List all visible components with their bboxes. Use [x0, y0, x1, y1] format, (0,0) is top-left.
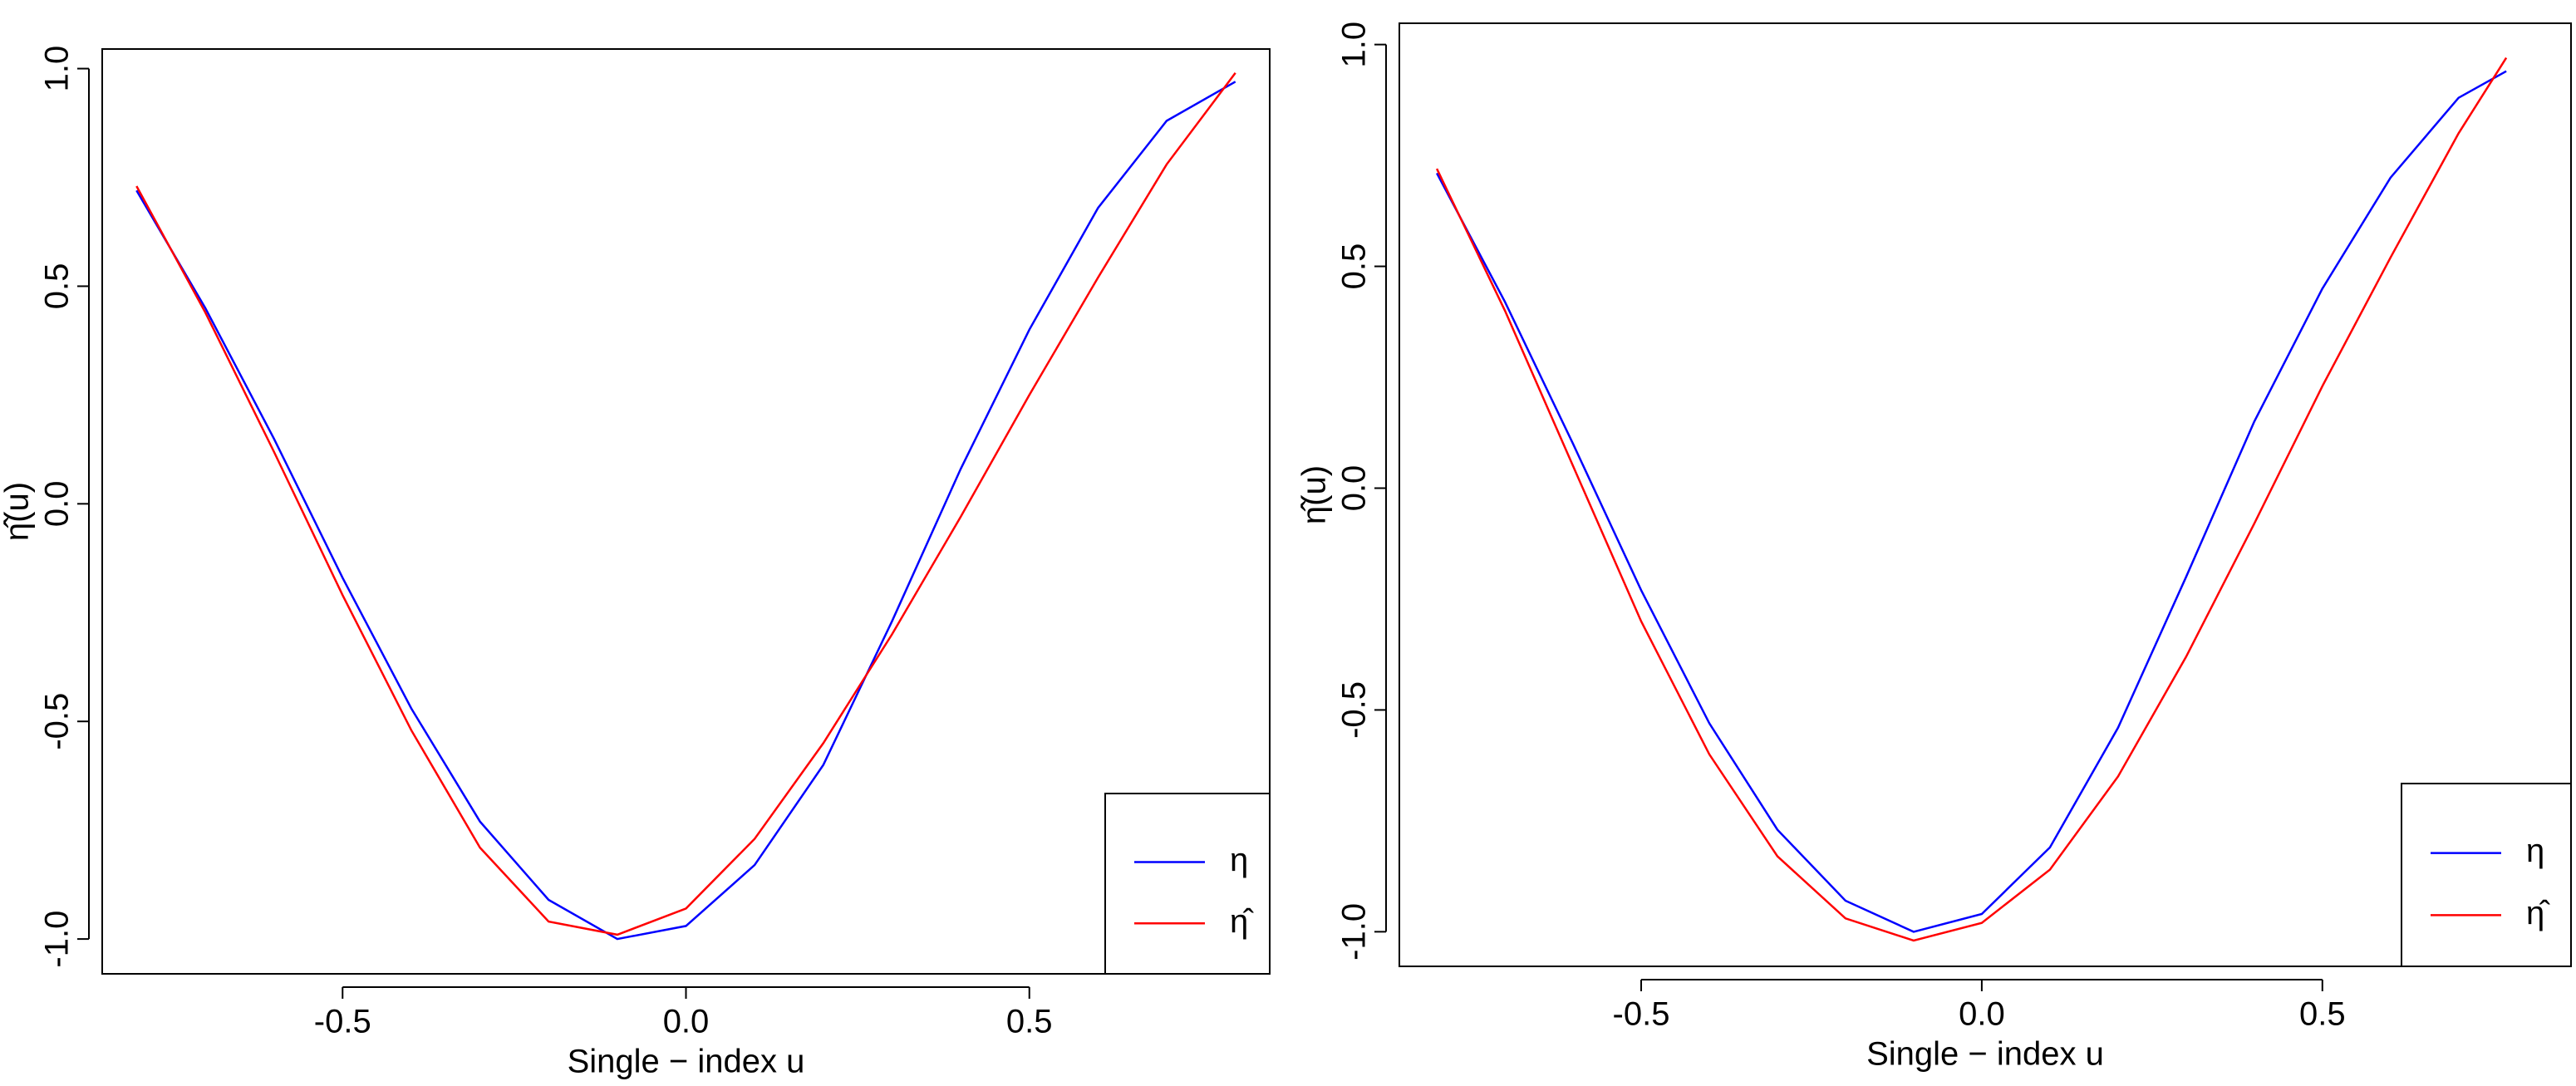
- y-tick-label: 0.0: [39, 481, 76, 528]
- y-tick-label: 0.5: [39, 263, 76, 310]
- y-tick-label: -1.0: [1336, 903, 1373, 961]
- y-tick-label: -1.0: [39, 911, 76, 968]
- x-tick-label: -0.5: [1613, 996, 1670, 1033]
- y-tick-label: 0.5: [1336, 243, 1373, 290]
- x-tick-label: 0.5: [1006, 1004, 1053, 1040]
- plot-frame: [1399, 22, 2572, 967]
- plot-frame: [101, 48, 1271, 975]
- legend-box: [1104, 793, 1271, 975]
- y-tick-label: -0.5: [1336, 681, 1373, 739]
- x-tick-label: -0.5: [314, 1004, 371, 1040]
- data-line: [135, 81, 1236, 941]
- y-tick-label: -0.5: [39, 693, 76, 750]
- data-line: [135, 72, 1236, 936]
- y-axis-label: η̂(u): [0, 482, 36, 541]
- x-axis-label: Single − index u: [1866, 1036, 2104, 1073]
- y-tick-label: 0.0: [1336, 465, 1373, 512]
- y-tick-label: 1.0: [1336, 22, 1373, 68]
- data-line: [1435, 57, 2508, 942]
- x-axis-label: Single − index u: [568, 1044, 805, 1080]
- y-tick-label: 1.0: [39, 46, 76, 92]
- legend-label: η: [1230, 842, 1248, 878]
- x-tick-label: 0.5: [2299, 996, 2346, 1033]
- x-tick-label: 0.0: [1959, 996, 2005, 1033]
- data-line: [1435, 70, 2507, 933]
- legend-box: [2401, 783, 2572, 967]
- legend-label: η: [2526, 833, 2544, 869]
- x-tick-label: 0.0: [663, 1004, 710, 1040]
- y-axis-label: η̂(u): [1296, 465, 1333, 524]
